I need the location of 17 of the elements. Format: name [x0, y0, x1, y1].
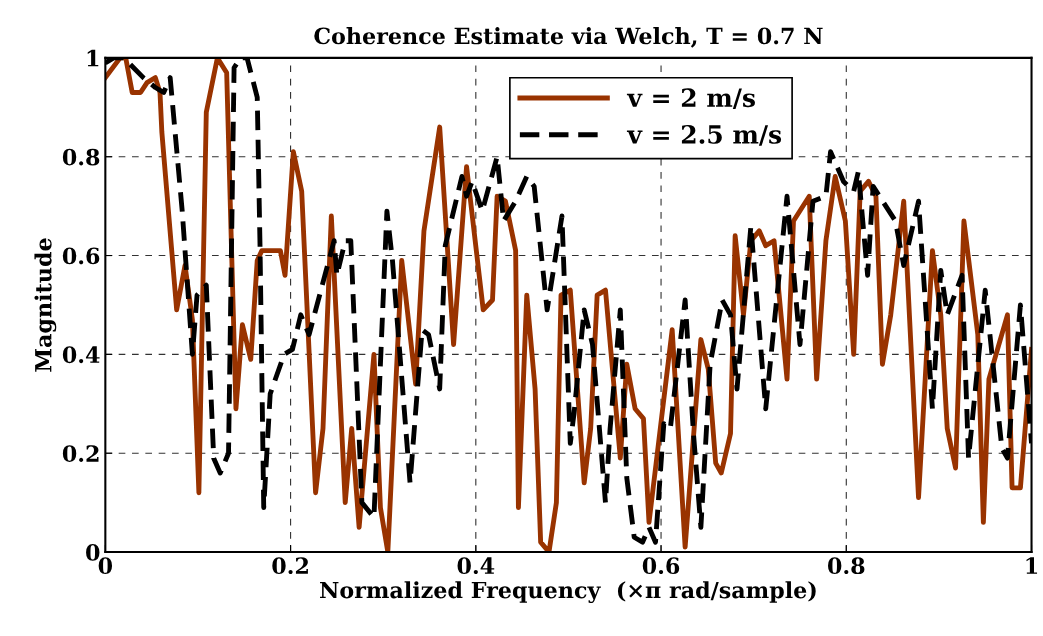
- y-tick-label: 0.6: [62, 247, 100, 265]
- y-tick-label: 1: [87, 49, 99, 67]
- x-tick-label: 0.6: [642, 557, 680, 575]
- x-tick-label: 0: [98, 557, 113, 575]
- y-tick-label: 0.8: [62, 148, 100, 166]
- x-tick-label: 0.8: [828, 557, 865, 575]
- x-tick-label: 0.4: [457, 557, 495, 575]
- legend-label: v = 2.5 m/s: [626, 124, 782, 146]
- legend-label: v = 2 m/s: [626, 88, 755, 110]
- chart-title: Coherence Estimate via Welch, T = 0.7 N: [314, 27, 823, 48]
- x-axis-title: Normalized Frequency (×π rad/sample): [320, 581, 816, 604]
- y-tick-label: 0: [86, 544, 100, 561]
- y-tick-label: 0.2: [62, 445, 99, 462]
- x-tick-label: 1: [1026, 557, 1038, 574]
- x-tick-label: 0.2: [272, 557, 308, 575]
- y-axis-title: Magnitude: [34, 238, 57, 372]
- y-tick-label: 0.4: [62, 346, 100, 364]
